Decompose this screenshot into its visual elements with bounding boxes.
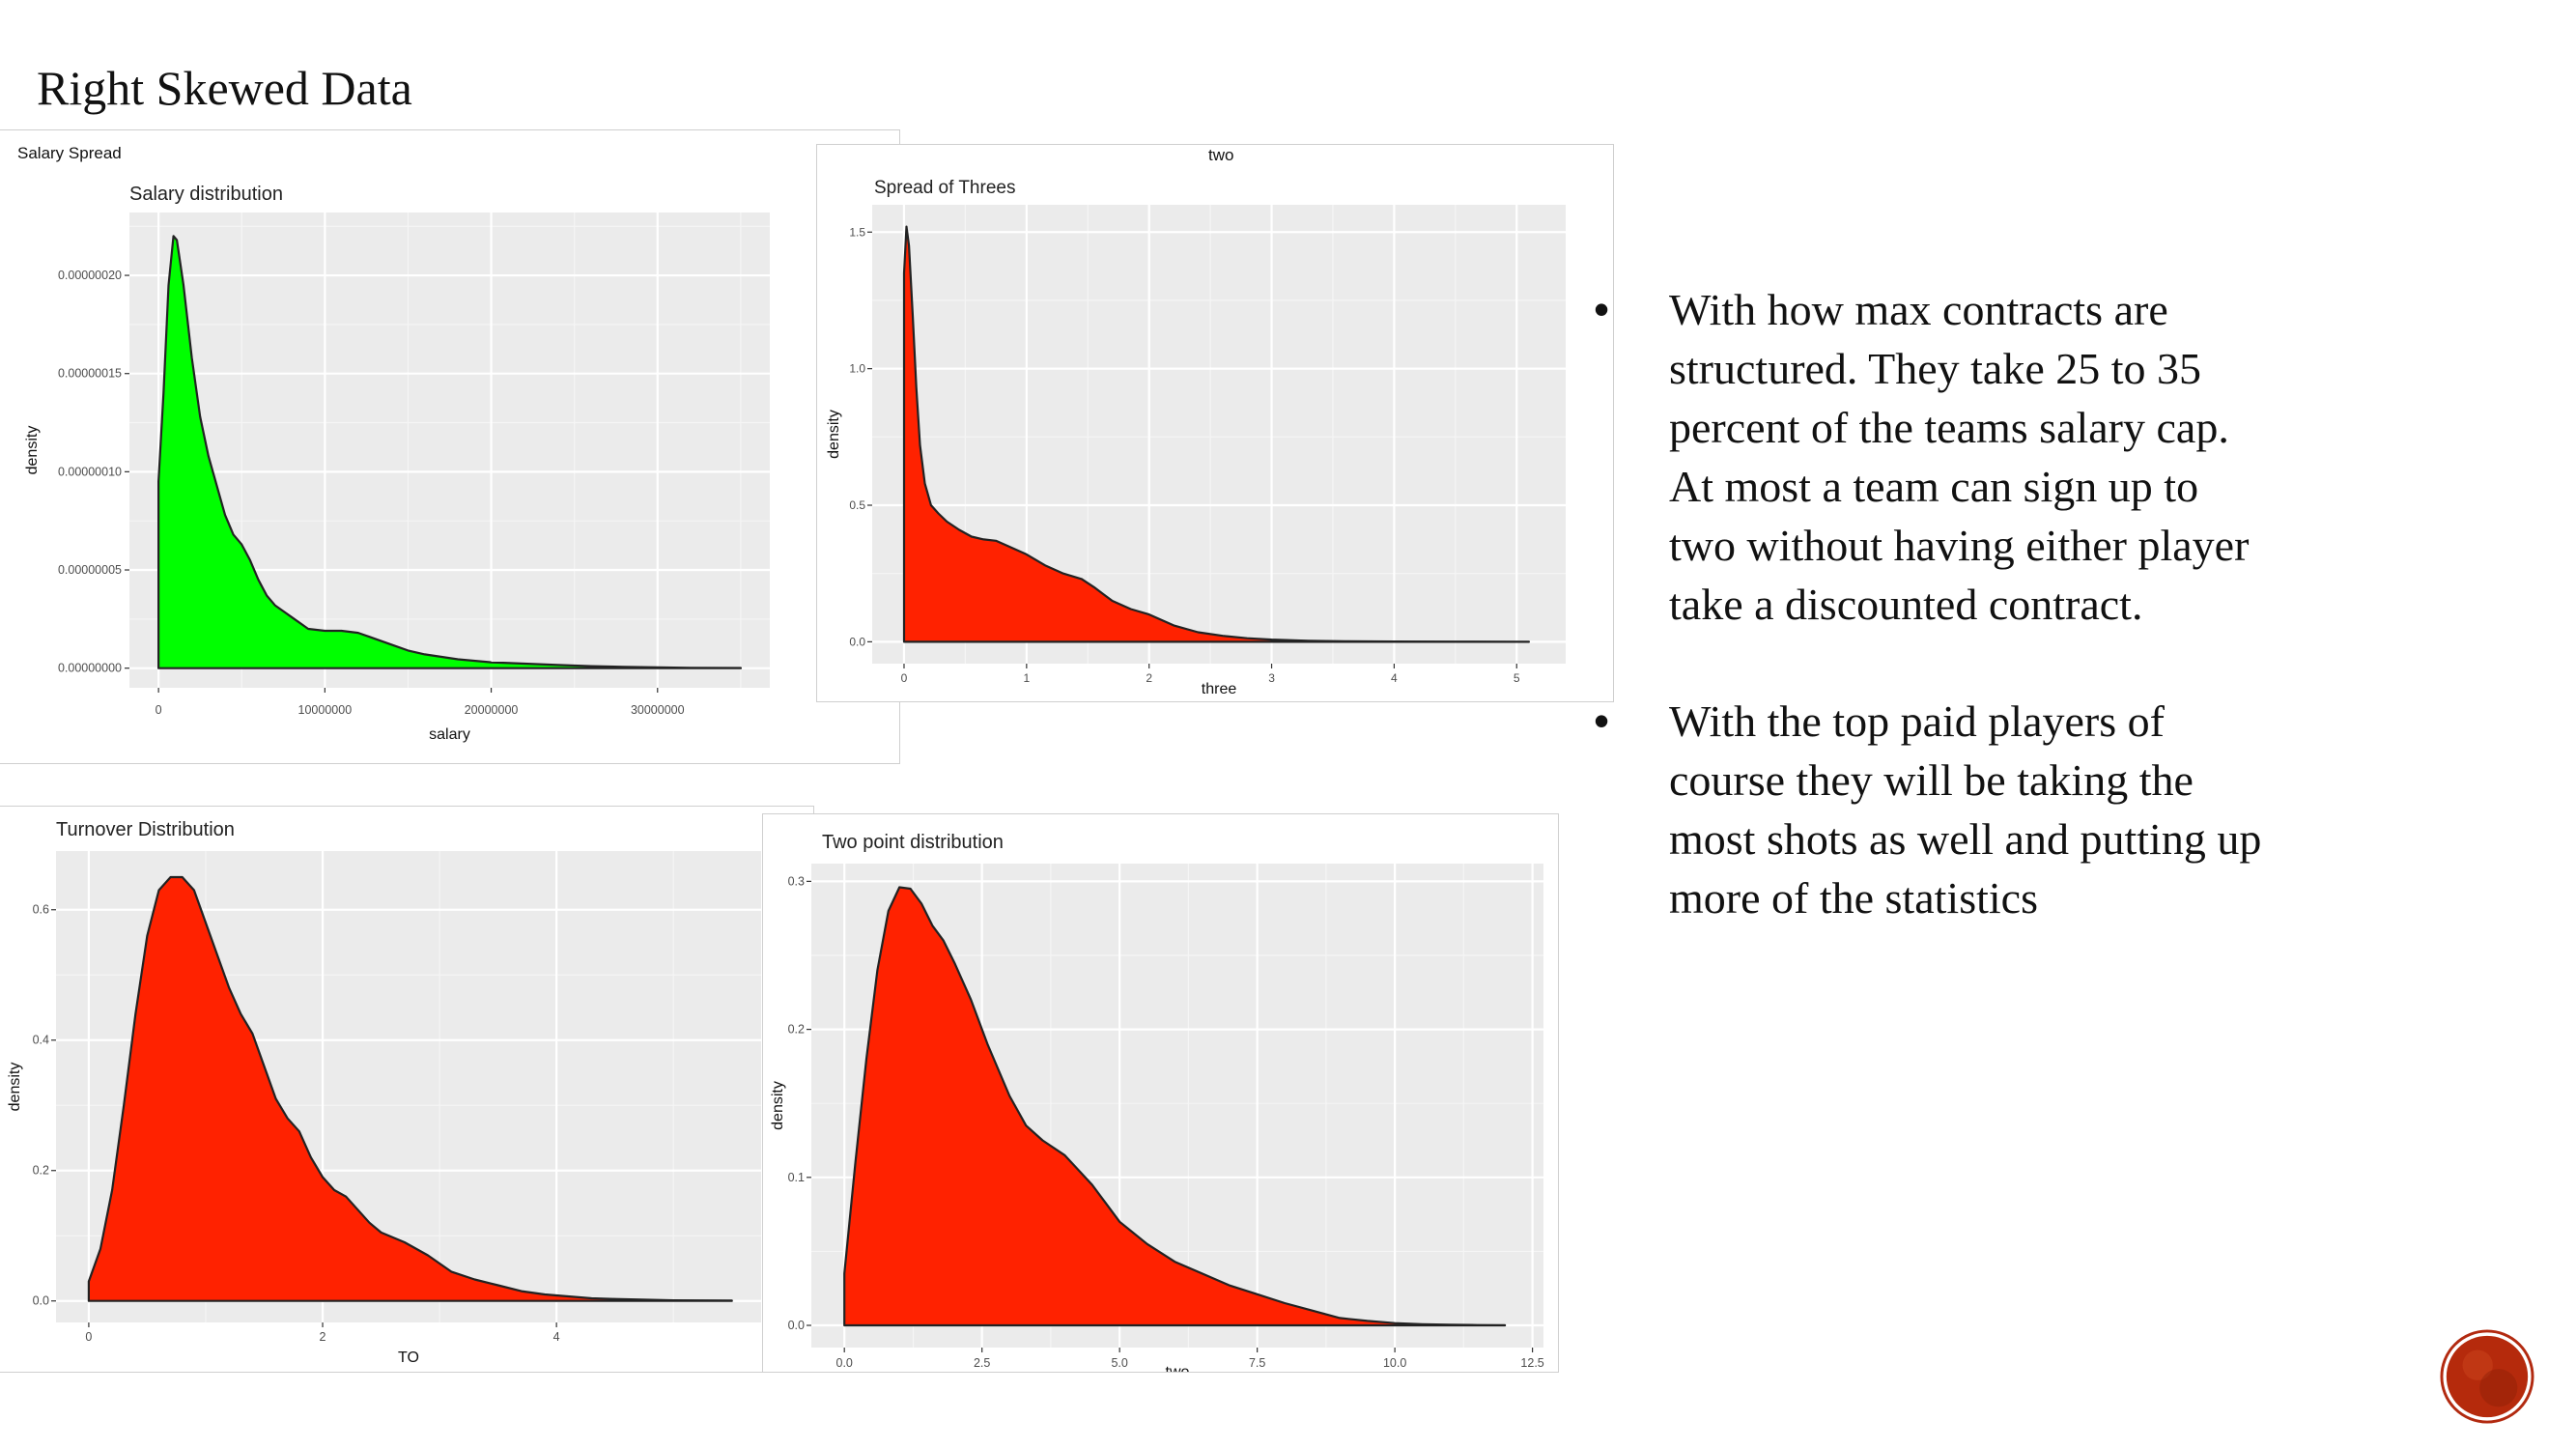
bullet-text: With the top paid players of course they… [1669, 696, 2262, 923]
chart-title: Spread of Threes [874, 178, 1015, 198]
x-tick-label: 1 [1023, 671, 1030, 685]
x-tick-label: 10000000 [298, 703, 353, 717]
y-axis-title: density [7, 1063, 23, 1112]
y-tick-label: 0.00000010 [58, 465, 122, 478]
y-tick-label: 1.5 [849, 225, 865, 239]
y-axis-title: density [826, 410, 842, 459]
y-tick-label: 0.5 [849, 498, 865, 512]
y-axis-title: density [770, 1081, 786, 1130]
y-tick-label: 0.0 [849, 635, 865, 648]
bullet-text: With how max contracts are structured. T… [1669, 285, 2250, 629]
x-tick-label: 0 [901, 671, 908, 685]
y-tick-label: 0.00000020 [58, 269, 122, 282]
x-tick-label: 4 [1391, 671, 1398, 685]
salary-chart-panel: Salary Spread Salary distribution 0 100000… [0, 129, 900, 764]
x-tick-label: 20000000 [465, 703, 519, 717]
y-tick-label: 0.0 [33, 1294, 49, 1308]
density-area [157, 235, 742, 669]
two-point-density-chart: Two point distribution 0.0 2.5 5.0 7.5 10.0 12… [770, 832, 1544, 1372]
y-tick-label: 0.6 [33, 903, 49, 917]
x-tick-label: 4 [553, 1330, 560, 1344]
y-tick-label: 1.0 [849, 362, 865, 376]
chart-title: Salary distribution [129, 184, 283, 205]
bullet-item: • With how max contracts are structured.… [1594, 280, 2270, 634]
x-axis-title: two [1166, 1364, 1190, 1372]
y-tick-label: 0.00000005 [58, 563, 122, 577]
chart-title: Two point distribution [822, 832, 1004, 853]
x-tick-label: 2.5 [974, 1356, 990, 1370]
x-tick-label: 12.5 [1520, 1356, 1543, 1370]
x-tick-label: 0.0 [836, 1356, 853, 1370]
y-tick-label: 0.2 [788, 1023, 805, 1037]
bullet-dot: • [1594, 284, 1610, 334]
x-tick-label: 2 [1146, 671, 1152, 685]
x-tick-label: 0 [85, 1330, 92, 1344]
slide-title: Right Skewed Data [37, 61, 412, 115]
threes-chart-panel: two Spread of Threes 0 1 2 3 4 5 0.0 0.5 1.0 1.5 th… [816, 144, 1614, 702]
y-tick-label: 0.4 [33, 1034, 49, 1047]
threes-density-chart: Spread of Threes 0 1 2 3 4 5 0.0 0.5 1.0 1.5 three d… [826, 178, 1566, 697]
x-tick-label: 10.0 [1383, 1356, 1406, 1370]
y-axis-title: density [24, 426, 41, 475]
x-tick-label: 0 [156, 703, 162, 717]
x-tick-label: 30000000 [631, 703, 685, 717]
y-tick-label: 0.2 [33, 1164, 49, 1178]
x-tick-label: 5 [1514, 671, 1520, 685]
y-tick-label: 0.3 [788, 874, 805, 888]
x-tick-label: 3 [1268, 671, 1275, 685]
y-tick-label: 0.00000015 [58, 367, 122, 381]
y-tick-label: 0.1 [788, 1171, 805, 1184]
density-area [902, 225, 1530, 643]
x-tick-label: 7.5 [1249, 1356, 1265, 1370]
x-tick-label: 2 [320, 1330, 326, 1344]
bullet-list: • With how max contracts are structured.… [1594, 280, 2270, 985]
bullet-item: • With the top paid players of course th… [1594, 692, 2270, 927]
circular-logo-icon [2440, 1329, 2534, 1424]
bullet-dot: • [1594, 696, 1610, 746]
salary-density-chart: Salary distribution 0 10000000 20000000 3000… [24, 184, 770, 743]
y-tick-label: 0.00000000 [58, 662, 122, 675]
chart-title: Turnover Distribution [56, 819, 235, 840]
turnover-density-chart: Turnover Distribution 0 2 4 0.0 0.2 0.4 0.6 TO de… [7, 819, 761, 1366]
x-axis-title: TO [398, 1350, 419, 1366]
density-area [87, 875, 733, 1302]
threes-window-caption: two [1208, 146, 1234, 164]
salary-window-caption: Salary Spread [17, 144, 122, 162]
x-axis-title: three [1202, 681, 1237, 697]
turnover-chart-panel: Turnover Distribution 0 2 4 0.0 0.2 0.4 0.6 TO de… [0, 806, 814, 1373]
y-tick-label: 0.0 [788, 1319, 805, 1332]
x-tick-label: 5.0 [1111, 1356, 1127, 1370]
x-axis-title: salary [429, 726, 470, 743]
density-area [843, 886, 1507, 1327]
two-point-chart-panel: Two point distribution 0.0 2.5 5.0 7.5 10.0 12… [762, 813, 1559, 1373]
